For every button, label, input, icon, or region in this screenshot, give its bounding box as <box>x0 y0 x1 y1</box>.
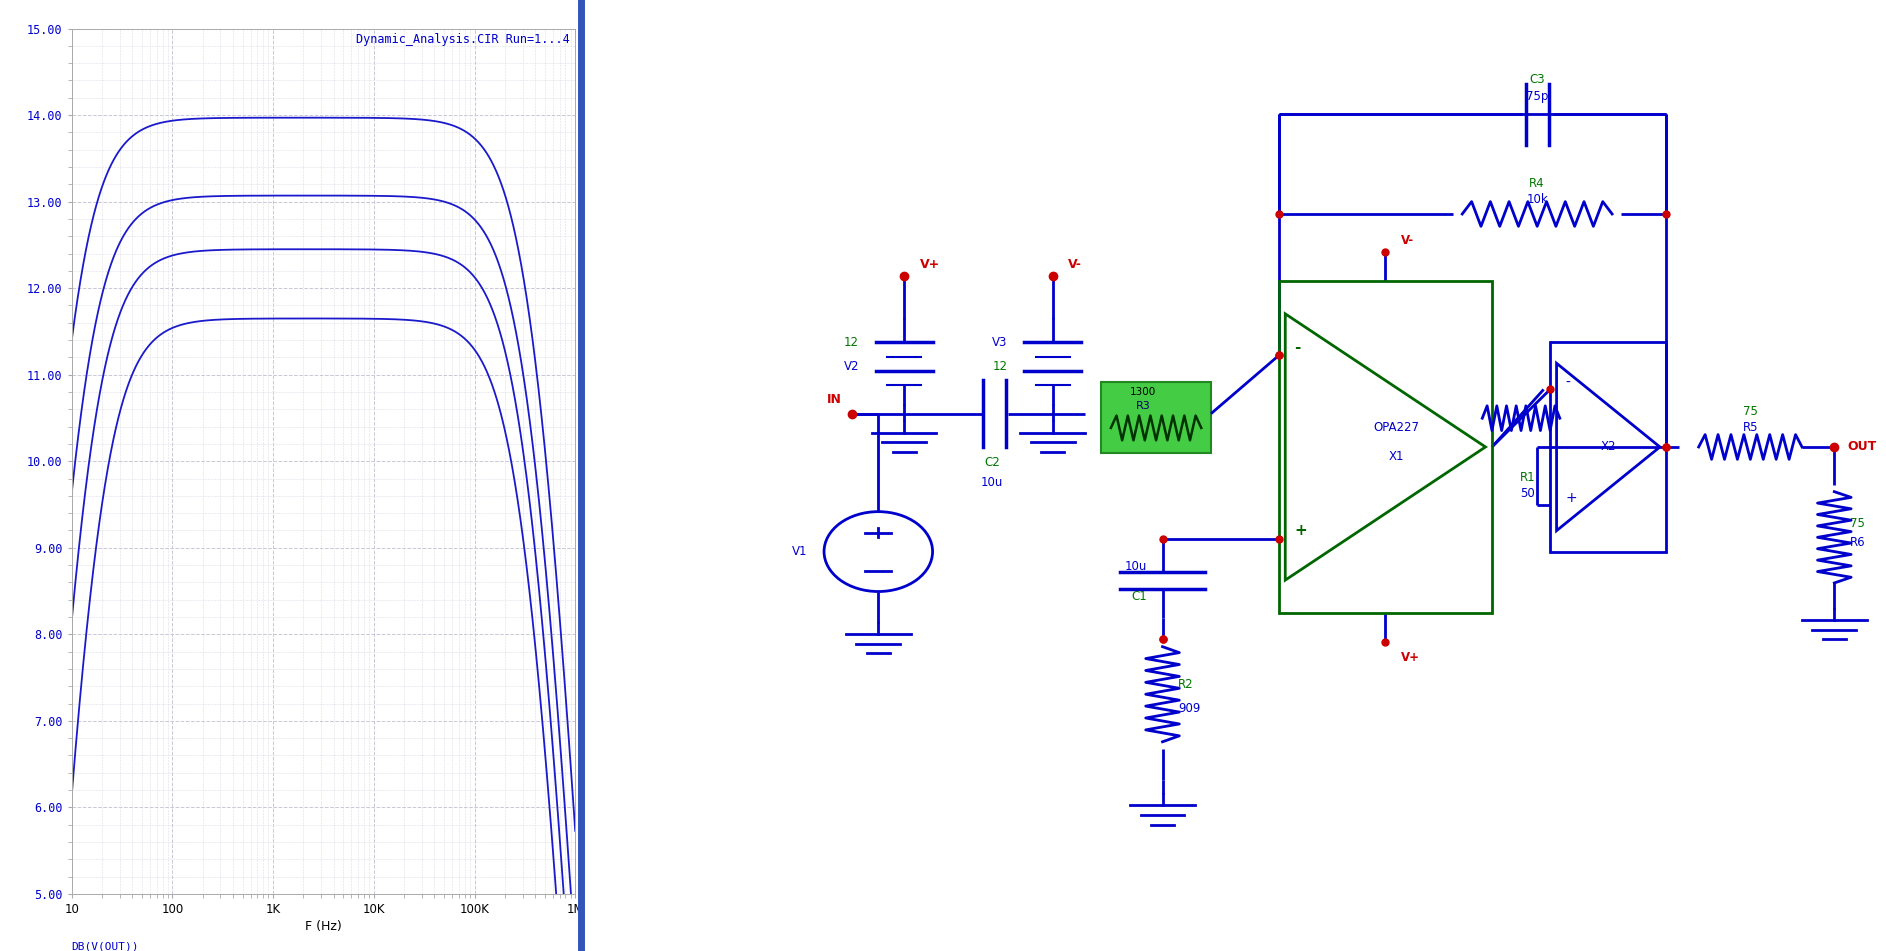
Text: DB(V(OUT)): DB(V(OUT)) <box>72 941 140 951</box>
Text: V2: V2 <box>843 359 858 373</box>
Text: V1: V1 <box>792 545 807 558</box>
Text: -: - <box>1565 376 1571 390</box>
Text: V+: V+ <box>1401 651 1420 665</box>
Text: -: - <box>1294 340 1301 356</box>
Text: R4: R4 <box>1530 177 1545 190</box>
Text: V-: V- <box>1401 234 1414 247</box>
Text: +: + <box>1565 491 1577 505</box>
Text: 12: 12 <box>992 359 1007 373</box>
Text: R3: R3 <box>1135 400 1150 411</box>
Text: OUT: OUT <box>1846 440 1877 454</box>
Text: +: + <box>1294 523 1307 538</box>
Bar <box>1279 281 1492 613</box>
Text: 75p: 75p <box>1526 89 1548 103</box>
Text: R5: R5 <box>1743 420 1758 434</box>
Text: C1: C1 <box>1132 590 1147 603</box>
Text: C3: C3 <box>1530 72 1545 86</box>
Text: V3: V3 <box>992 336 1007 349</box>
Text: 909: 909 <box>1179 702 1199 715</box>
Text: X1: X1 <box>1388 450 1403 463</box>
Text: 10u: 10u <box>1124 559 1147 573</box>
Text: 10u: 10u <box>981 476 1003 489</box>
Bar <box>1550 342 1667 552</box>
Text: OPA227: OPA227 <box>1373 421 1418 435</box>
Text: X2: X2 <box>1601 440 1616 454</box>
Text: 75: 75 <box>1743 405 1758 418</box>
FancyBboxPatch shape <box>1101 381 1211 453</box>
Text: 10k: 10k <box>1526 193 1548 206</box>
Text: R6: R6 <box>1850 535 1865 549</box>
Text: R2: R2 <box>1179 678 1194 691</box>
Text: IN: IN <box>828 393 843 406</box>
Text: 1300: 1300 <box>1130 386 1156 397</box>
Text: Dynamic_Analysis.CIR Run=1...4: Dynamic_Analysis.CIR Run=1...4 <box>356 33 570 46</box>
Text: V-: V- <box>1067 258 1083 271</box>
Text: 50: 50 <box>1520 487 1535 500</box>
Text: V+: V+ <box>920 258 939 271</box>
Text: 75: 75 <box>1850 516 1865 530</box>
Text: R1: R1 <box>1520 471 1535 484</box>
Text: C2: C2 <box>984 456 1000 470</box>
Text: 12: 12 <box>843 336 858 349</box>
X-axis label: F (Hz): F (Hz) <box>306 921 341 933</box>
